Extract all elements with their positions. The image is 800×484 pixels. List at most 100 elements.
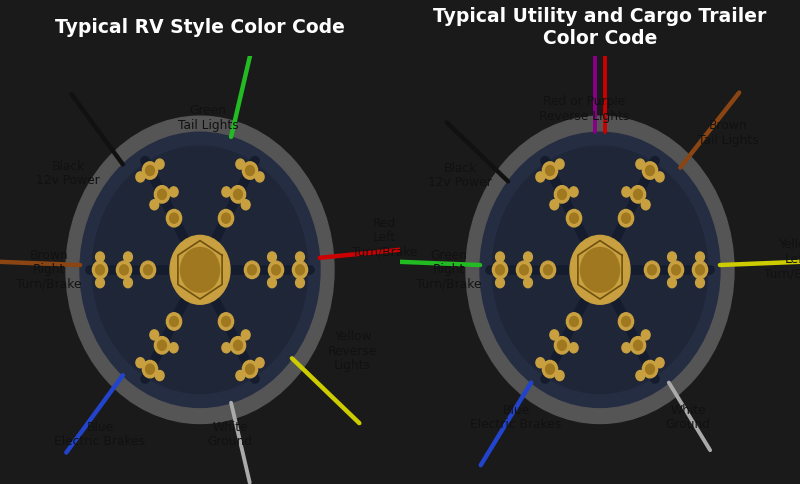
Ellipse shape	[524, 252, 533, 262]
Ellipse shape	[622, 187, 630, 197]
Ellipse shape	[570, 317, 578, 327]
Text: Blue
Electric Brakes: Blue Electric Brakes	[54, 421, 146, 449]
Text: Brown
Right
Turn/Brake: Brown Right Turn/Brake	[16, 249, 82, 291]
Ellipse shape	[136, 358, 145, 368]
Ellipse shape	[158, 189, 166, 199]
Ellipse shape	[672, 265, 680, 275]
Ellipse shape	[550, 330, 558, 340]
Ellipse shape	[630, 186, 646, 203]
Ellipse shape	[555, 371, 564, 380]
Ellipse shape	[222, 213, 230, 223]
Ellipse shape	[158, 340, 166, 350]
Ellipse shape	[646, 364, 654, 374]
Ellipse shape	[230, 336, 246, 354]
Ellipse shape	[667, 252, 677, 262]
Ellipse shape	[222, 317, 230, 327]
Ellipse shape	[136, 172, 145, 182]
Ellipse shape	[692, 261, 708, 279]
Ellipse shape	[242, 200, 250, 210]
Ellipse shape	[646, 166, 654, 176]
Text: Brown
Tail Lights: Brown Tail Lights	[698, 119, 758, 147]
Ellipse shape	[267, 278, 277, 287]
Ellipse shape	[581, 247, 619, 292]
Ellipse shape	[146, 166, 154, 176]
Ellipse shape	[246, 364, 254, 374]
Ellipse shape	[696, 265, 705, 275]
Ellipse shape	[142, 361, 158, 378]
Ellipse shape	[634, 189, 642, 199]
Ellipse shape	[92, 146, 308, 393]
Ellipse shape	[496, 265, 504, 275]
Ellipse shape	[636, 159, 645, 169]
Ellipse shape	[645, 261, 659, 279]
Ellipse shape	[520, 265, 528, 275]
Ellipse shape	[293, 261, 308, 279]
Ellipse shape	[123, 252, 133, 262]
Ellipse shape	[642, 200, 650, 210]
Ellipse shape	[570, 213, 578, 223]
Text: Typical RV Style Color Code: Typical RV Style Color Code	[55, 18, 345, 37]
Ellipse shape	[96, 265, 104, 275]
Ellipse shape	[146, 364, 154, 374]
Ellipse shape	[642, 162, 658, 179]
Ellipse shape	[648, 265, 656, 275]
Ellipse shape	[546, 364, 554, 374]
Ellipse shape	[570, 187, 578, 197]
Ellipse shape	[96, 278, 104, 287]
Ellipse shape	[93, 261, 107, 279]
Ellipse shape	[141, 261, 155, 279]
Ellipse shape	[170, 343, 178, 353]
Ellipse shape	[170, 187, 178, 197]
Ellipse shape	[492, 261, 508, 279]
Ellipse shape	[558, 189, 566, 199]
Ellipse shape	[536, 172, 545, 182]
Ellipse shape	[618, 210, 634, 227]
Ellipse shape	[546, 166, 554, 176]
Ellipse shape	[570, 343, 578, 353]
Ellipse shape	[234, 340, 242, 350]
Ellipse shape	[154, 336, 170, 354]
Ellipse shape	[622, 213, 630, 223]
Text: Yellow
Reverse
Lights: Yellow Reverse Lights	[328, 330, 378, 372]
Ellipse shape	[154, 186, 170, 203]
Ellipse shape	[272, 265, 280, 275]
Text: Green
Tail Lights: Green Tail Lights	[178, 104, 238, 132]
Ellipse shape	[636, 371, 645, 380]
Text: Black
12v Power: Black 12v Power	[36, 160, 100, 187]
Ellipse shape	[480, 132, 720, 408]
Text: White
Ground: White Ground	[666, 404, 710, 431]
Ellipse shape	[155, 371, 164, 380]
Ellipse shape	[123, 278, 133, 287]
Ellipse shape	[218, 313, 234, 330]
Ellipse shape	[570, 235, 630, 304]
Ellipse shape	[150, 200, 158, 210]
Ellipse shape	[155, 159, 164, 169]
Ellipse shape	[554, 186, 570, 203]
Text: Red or Purple
Reverse Lights: Red or Purple Reverse Lights	[539, 95, 629, 123]
Ellipse shape	[218, 210, 234, 227]
Ellipse shape	[558, 340, 566, 350]
Text: Red
Left
Turn/Brake: Red Left Turn/Brake	[352, 217, 418, 259]
Ellipse shape	[296, 252, 304, 262]
Ellipse shape	[222, 187, 230, 197]
Ellipse shape	[170, 317, 178, 327]
Ellipse shape	[242, 361, 258, 378]
Ellipse shape	[245, 261, 259, 279]
Ellipse shape	[166, 313, 182, 330]
Ellipse shape	[248, 265, 256, 275]
Ellipse shape	[496, 252, 504, 262]
Ellipse shape	[268, 261, 284, 279]
Text: Black
12v Power: Black 12v Power	[428, 162, 492, 189]
Ellipse shape	[550, 200, 558, 210]
Ellipse shape	[234, 189, 242, 199]
Ellipse shape	[66, 116, 334, 424]
Ellipse shape	[554, 336, 570, 354]
Ellipse shape	[496, 278, 504, 287]
Ellipse shape	[246, 166, 254, 176]
Ellipse shape	[255, 358, 264, 368]
Ellipse shape	[555, 159, 564, 169]
Text: Yellow
Left
Turn/Brake: Yellow Left Turn/Brake	[764, 238, 800, 280]
Ellipse shape	[541, 261, 555, 279]
Ellipse shape	[517, 261, 532, 279]
Ellipse shape	[536, 358, 545, 368]
